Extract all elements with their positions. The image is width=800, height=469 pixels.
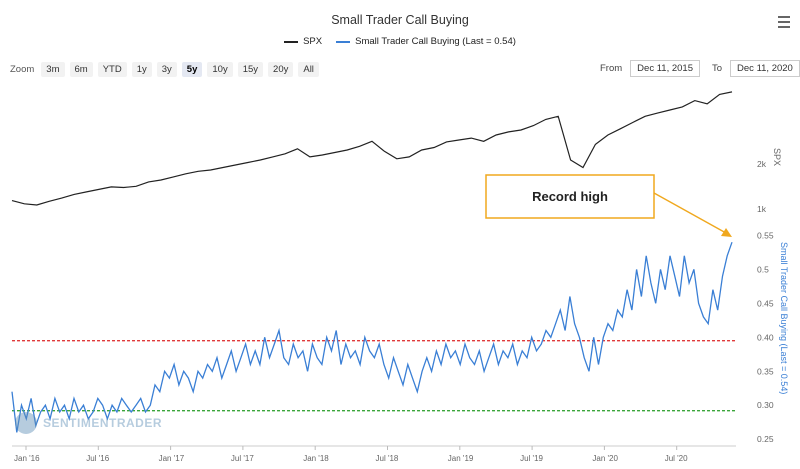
- x-tick-label: Jul '17: [231, 454, 254, 463]
- annotation-arrow-line: [653, 192, 727, 234]
- annotation-arrow-head: [721, 228, 732, 237]
- hamburger-menu-icon[interactable]: [778, 16, 790, 31]
- x-tick-label: Jan '17: [159, 454, 185, 463]
- zoom-button-10y[interactable]: 10y: [207, 62, 233, 77]
- call-axis-label: Small Trader Call Buying (Last = 0.54): [779, 242, 789, 394]
- zoom-button-5y[interactable]: 5y: [181, 62, 203, 77]
- x-tick-label: Jul '19: [520, 454, 543, 463]
- logo-text: SENTIMENTRADER: [43, 416, 163, 430]
- from-label: From: [600, 63, 623, 74]
- call-tick-label: 0.25: [757, 434, 774, 444]
- zoom-label: Zoom: [10, 64, 35, 75]
- spx-axis-label: SPX: [772, 148, 782, 166]
- logo-mark-icon: [15, 412, 37, 434]
- call-tick-label: 0.45: [757, 298, 774, 308]
- legend-label-spx: SPX: [303, 36, 323, 47]
- series-line-spx: [11, 91, 733, 206]
- zoom-button-15y[interactable]: 15y: [237, 62, 264, 77]
- x-tick-label: Jul '18: [376, 454, 399, 463]
- x-tick-label: Jul '16: [86, 454, 109, 463]
- legend-swatch-call-buying: [336, 40, 351, 43]
- zoom-button-all[interactable]: All: [298, 62, 319, 77]
- legend-item-spx[interactable]: SPX: [284, 36, 322, 47]
- spx-tick-label: 1k: [757, 204, 767, 214]
- from-date-input[interactable]: Dec 11, 2015: [630, 60, 700, 77]
- x-tick-label: Jan '18: [303, 454, 329, 463]
- x-tick-label: Jul '20: [665, 454, 688, 463]
- to-date-input[interactable]: Dec 11, 2020: [730, 60, 800, 77]
- annotation-text: Record high: [532, 189, 608, 204]
- x-tick-label: Jan '16: [14, 454, 40, 463]
- zoom-button-1y[interactable]: 1y: [131, 62, 152, 77]
- spx-tick-label: 2k: [757, 159, 767, 169]
- zoom-button-3m[interactable]: 3m: [41, 62, 65, 77]
- chart-title: Small Trader Call Buying: [331, 13, 469, 27]
- to-label: To: [711, 63, 723, 74]
- zoom-bar: Zoom 3m 6m YTD 1y 3y 5y 10y 15y 20y All: [10, 62, 319, 77]
- date-range: From Dec 11, 2015 To Dec 11, 2020: [600, 60, 800, 77]
- call-tick-label: 0.40: [757, 332, 774, 342]
- legend-item-call-buying[interactable]: Small Trader Call Buying (Last = 0.54): [336, 36, 516, 47]
- annotation-box: [485, 174, 655, 219]
- sentimentrader-logo: SENTIMENTRADER: [15, 412, 162, 434]
- chart-legend: SPX Small Trader Call Buying (Last = 0.5…: [0, 36, 800, 47]
- zoom-button-3y[interactable]: 3y: [156, 62, 177, 77]
- legend-swatch-spx: [284, 40, 299, 43]
- legend-label-call-buying: Small Trader Call Buying (Last = 0.54): [355, 36, 516, 47]
- x-tick-label: Jan '19: [448, 454, 474, 463]
- zoom-button-20y[interactable]: 20y: [268, 62, 294, 77]
- x-tick-label: Jan '20: [592, 454, 618, 463]
- call-tick-label: 0.30: [757, 400, 774, 410]
- zoom-button-ytd[interactable]: YTD: [97, 62, 127, 77]
- zoom-button-6m[interactable]: 6m: [69, 62, 93, 77]
- call-tick-label: 0.55: [757, 230, 774, 240]
- call-tick-label: 0.35: [757, 366, 774, 376]
- call-tick-label: 0.5: [757, 264, 769, 274]
- series-line-call-buying: [11, 241, 733, 433]
